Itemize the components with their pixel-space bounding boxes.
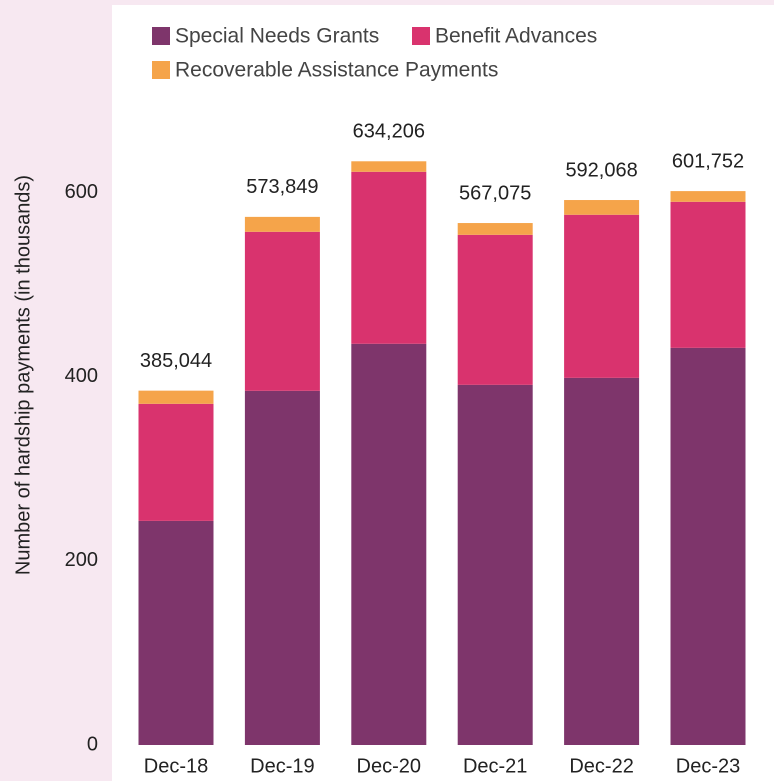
x-tick-label: Dec-19 (250, 755, 314, 777)
bar-segment (244, 390, 320, 745)
x-tick-label: Dec-23 (676, 755, 740, 777)
legend: Special Needs Grants Benefit Advances Reco… (152, 25, 597, 82)
bar-segment (351, 161, 427, 172)
total-label: 573,849 (246, 176, 318, 198)
bar-segment (564, 200, 640, 215)
bar-segment (670, 347, 746, 745)
y-tick-label: 0 (87, 733, 98, 755)
total-label: 385,044 (140, 350, 212, 372)
bar-segment (244, 231, 320, 391)
y-tick-label: 600 (65, 181, 98, 203)
bar-segment (564, 377, 640, 745)
bar-segment (670, 191, 746, 202)
bar-segment (457, 223, 533, 235)
plot-background (112, 5, 774, 781)
y-axis-title: Number of hardship payments (in thousand… (12, 175, 34, 575)
bar-segment (670, 201, 746, 348)
bar-segment (564, 214, 640, 378)
x-tick-label: Dec-22 (569, 755, 633, 777)
legend-swatch (152, 27, 170, 45)
bar-segment (138, 403, 214, 521)
total-label: 567,075 (459, 182, 531, 204)
x-tick-label: Dec-18 (144, 755, 208, 777)
total-label: 634,206 (353, 121, 425, 143)
bar-segment (351, 343, 427, 745)
bar-segment (457, 234, 533, 385)
bar-segment (138, 520, 214, 745)
x-tick-label: Dec-20 (357, 755, 421, 777)
legend-label: Benefit Advances (435, 25, 597, 48)
bar-segment (457, 384, 533, 745)
legend-swatch (412, 27, 430, 45)
y-tick-label: 200 (65, 549, 98, 571)
legend-label: Recoverable Assistance Payments (175, 59, 498, 82)
x-tick-label: Dec-21 (463, 755, 527, 777)
total-label: 592,068 (565, 159, 637, 181)
legend-swatch (152, 61, 170, 79)
total-label: 601,752 (672, 150, 744, 172)
bar-segment (138, 390, 214, 404)
y-tick-label: 400 (65, 365, 98, 387)
bar-segment (351, 171, 427, 344)
bar-segment (244, 216, 320, 232)
legend-label: Special Needs Grants (175, 25, 379, 48)
